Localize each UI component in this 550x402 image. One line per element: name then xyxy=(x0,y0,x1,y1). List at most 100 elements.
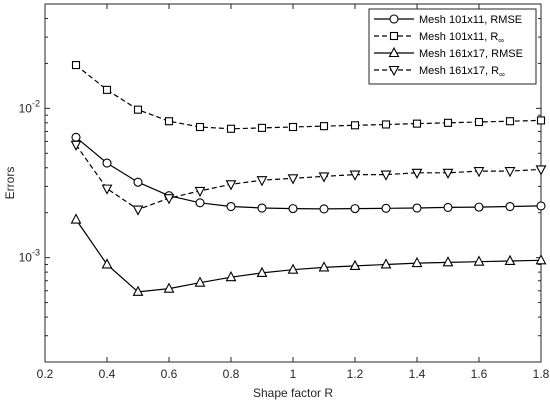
circle-marker xyxy=(536,201,546,211)
x-tick-label: 1 xyxy=(290,367,297,381)
square-marker xyxy=(319,122,329,131)
triangle-down-marker xyxy=(287,174,299,185)
y-tick-label: 10-3 xyxy=(19,248,40,265)
x-tick-label: 0.6 xyxy=(161,367,178,381)
square-marker xyxy=(412,119,422,128)
legend-item-2: Mesh 101x11, R∞ xyxy=(374,31,504,45)
square-marker xyxy=(133,105,143,114)
triangle-up-marker xyxy=(256,266,268,277)
legend-label: Mesh 161x17, R∞ xyxy=(419,65,505,79)
triangle-up-marker xyxy=(70,213,82,224)
legend-label: Mesh 161x17, RMSE xyxy=(419,48,523,60)
legend-item-4: Mesh 161x17, R∞ xyxy=(374,65,505,79)
triangle-up-marker xyxy=(349,259,361,270)
triangle-up-marker xyxy=(287,263,299,274)
x-tick-label: 1.4 xyxy=(409,367,426,381)
x-tick-label: 1.6 xyxy=(471,367,488,381)
square-marker xyxy=(381,120,391,129)
x-tick-label: 1.2 xyxy=(347,367,364,381)
series-2 xyxy=(71,61,546,133)
circle-marker xyxy=(389,14,399,24)
legend-item-1: Mesh 101x11, RMSE xyxy=(374,14,522,26)
circle-marker xyxy=(71,132,81,142)
triangle-down-marker xyxy=(380,170,392,181)
triangle-down-marker xyxy=(256,176,268,187)
series-layer xyxy=(70,61,547,296)
square-marker xyxy=(288,122,298,132)
square-marker xyxy=(195,122,205,132)
triangle-down-marker xyxy=(225,180,237,191)
triangle-up-marker xyxy=(101,258,113,269)
circle-marker xyxy=(381,203,391,213)
triangle-up-marker xyxy=(194,276,206,287)
triangle-up-marker xyxy=(225,270,237,282)
triangle-down-marker xyxy=(132,205,144,216)
series-1 xyxy=(71,132,546,214)
triangle-up-marker xyxy=(442,256,454,267)
triangle-up-marker xyxy=(318,261,330,272)
x-tick-label: 1.8 xyxy=(533,367,550,381)
triangle-up-marker xyxy=(388,46,400,58)
triangle-down-marker xyxy=(349,170,361,181)
square-marker xyxy=(389,31,399,41)
triangle-down-marker xyxy=(504,167,516,178)
square-marker xyxy=(102,85,112,94)
series-line xyxy=(75,64,542,130)
circle-marker xyxy=(102,158,112,168)
circle-marker xyxy=(257,203,267,213)
triangle-down-marker xyxy=(473,167,485,178)
series-line xyxy=(75,144,542,211)
square-marker xyxy=(226,124,236,133)
x-axis-ticks: 0.2 0.4 0.6 0.8 1 1.2 1.4 1.6 1.8 xyxy=(37,4,550,381)
triangle-down-marker xyxy=(163,194,175,205)
triangle-up-marker xyxy=(380,258,392,269)
legend-label: Mesh 101x11, RMSE xyxy=(419,14,522,26)
circle-marker xyxy=(474,202,484,212)
square-marker xyxy=(443,118,453,127)
circle-marker xyxy=(350,204,360,214)
triangle-up-marker xyxy=(535,254,547,265)
x-tick-label: 0.8 xyxy=(223,367,240,381)
triangle-down-marker xyxy=(411,168,423,179)
circle-marker xyxy=(226,201,236,212)
x-tick-label: 0.2 xyxy=(37,367,54,381)
legend-label: Mesh 101x11, R∞ xyxy=(419,31,504,45)
y-tick-label: 10-2 xyxy=(19,98,40,115)
series-3 xyxy=(70,213,547,296)
square-marker xyxy=(505,117,515,126)
circle-marker xyxy=(133,177,143,187)
triangle-down-marker xyxy=(70,140,82,151)
circle-marker xyxy=(412,203,422,213)
triangle-down-marker xyxy=(388,65,400,77)
circle-marker xyxy=(443,202,453,212)
x-tick-label: 0.4 xyxy=(99,367,116,381)
triangle-down-marker xyxy=(318,172,330,183)
y-axis-label: Errors xyxy=(3,167,17,200)
legend: Mesh 101x11, RMSE Mesh 101x11, R∞ Mesh 161… xyxy=(368,8,537,85)
triangle-down-marker xyxy=(101,184,113,195)
triangle-down-marker xyxy=(194,186,206,198)
square-marker xyxy=(474,117,484,127)
triangle-up-marker xyxy=(504,254,516,266)
y-axis-ticks: 10-3 10-2 xyxy=(19,3,541,363)
circle-marker xyxy=(195,198,205,208)
square-marker xyxy=(71,61,81,70)
x-axis-label: Shape factor R xyxy=(253,386,333,400)
series-line xyxy=(75,219,542,293)
circle-marker xyxy=(505,201,515,212)
square-marker xyxy=(257,123,267,132)
square-marker xyxy=(536,116,546,125)
triangle-up-marker xyxy=(132,285,144,296)
triangle-down-marker xyxy=(442,168,454,179)
triangle-up-marker xyxy=(411,256,423,268)
circle-marker xyxy=(319,204,329,214)
triangle-down-marker xyxy=(535,165,547,176)
triangle-up-marker xyxy=(163,282,175,293)
series-4 xyxy=(70,140,547,216)
square-marker xyxy=(164,117,174,126)
square-marker xyxy=(350,121,360,130)
series-line xyxy=(75,136,542,210)
triangle-up-marker xyxy=(473,255,485,266)
legend-item-3: Mesh 161x17, RMSE xyxy=(374,46,523,60)
